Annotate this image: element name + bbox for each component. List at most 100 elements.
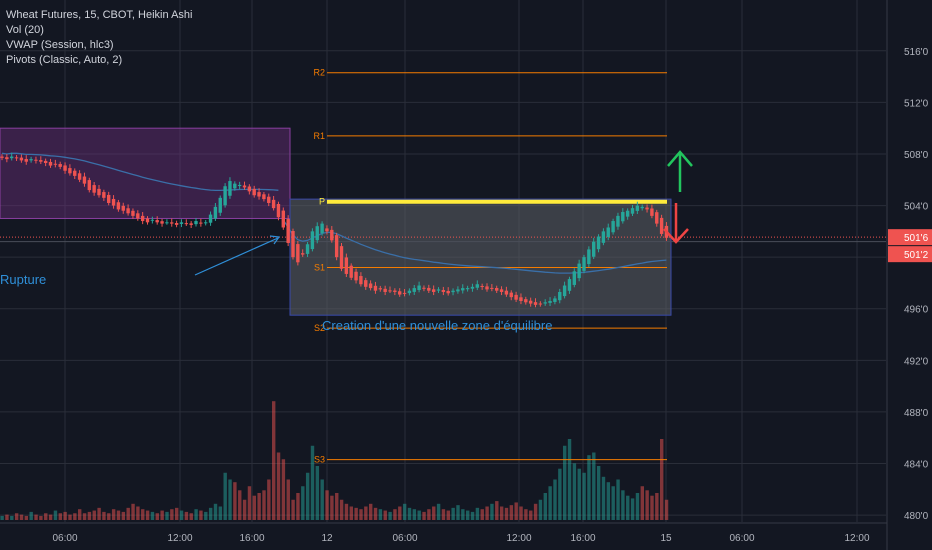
candle-body xyxy=(165,222,169,224)
volume-bar xyxy=(204,511,208,520)
volume-bar xyxy=(587,455,591,520)
candle-body xyxy=(611,221,615,233)
volume-bar xyxy=(354,507,358,520)
volume-bar xyxy=(339,499,344,520)
candle-body xyxy=(82,176,87,184)
candle-body xyxy=(218,197,222,213)
candle-body xyxy=(228,181,232,196)
candle-body xyxy=(393,290,397,292)
volume-bar xyxy=(364,506,368,520)
candle-body xyxy=(465,288,470,290)
candle-body xyxy=(417,285,421,290)
candle-body xyxy=(267,196,271,203)
volume-bar xyxy=(383,510,387,520)
x-tick-label: 06:00 xyxy=(392,533,417,544)
volume-bar xyxy=(524,509,528,520)
candle-body xyxy=(126,208,130,214)
legend-pivots[interactable]: Pivots (Classic, Auto, 2) xyxy=(6,54,123,66)
candle-body xyxy=(572,271,576,285)
volume-bar xyxy=(150,511,155,520)
candle-body xyxy=(174,222,179,225)
y-tick-label: 504'0 xyxy=(904,202,929,213)
candle-body xyxy=(305,244,310,254)
pivot-label-s2: S2 xyxy=(314,323,325,333)
candle-body xyxy=(233,183,237,189)
volume-bar xyxy=(141,509,145,520)
candle-body xyxy=(509,292,513,298)
volume-bar xyxy=(567,439,572,520)
candle-body xyxy=(121,205,125,211)
volume-bar xyxy=(291,499,295,520)
volume-bar xyxy=(509,505,514,520)
candle-body xyxy=(223,186,227,206)
volume-bar xyxy=(533,503,538,520)
legend-volume[interactable]: Vol (20) xyxy=(6,24,44,36)
candle-body xyxy=(470,286,475,289)
candle-body xyxy=(0,156,4,158)
zone-label: Creation d'une nouvelle zone d'équilibre xyxy=(322,318,552,333)
candle-body xyxy=(601,231,606,243)
volume-bar xyxy=(14,513,19,520)
candle-body xyxy=(97,188,101,196)
candle-body xyxy=(456,289,460,292)
candle-body xyxy=(194,221,198,225)
volume-bar xyxy=(24,515,29,520)
candle-body xyxy=(242,185,247,188)
candle-body xyxy=(587,249,591,265)
candle-body xyxy=(140,215,145,222)
candle-body xyxy=(562,285,567,297)
candle-body xyxy=(271,199,276,209)
candle-body xyxy=(368,283,373,289)
candle-body xyxy=(213,206,218,219)
candle-body xyxy=(73,170,77,176)
volume-bar xyxy=(582,472,586,520)
candle-body xyxy=(208,214,213,223)
volume-bar xyxy=(548,486,552,520)
volume-bar xyxy=(286,479,290,520)
price-tag xyxy=(888,246,932,263)
candle-body xyxy=(659,217,664,234)
volume-bar xyxy=(373,507,378,520)
volume-bar xyxy=(480,509,484,520)
candle-body xyxy=(582,257,586,271)
candle-body xyxy=(577,263,581,279)
volume-bar xyxy=(563,445,567,520)
candle-body xyxy=(29,159,33,161)
volume-bar xyxy=(606,482,611,520)
volume-bar xyxy=(475,507,480,520)
legend-title[interactable]: Wheat Futures, 15, CBOT, Heikin Ashi xyxy=(6,9,193,21)
volume-bar xyxy=(558,468,562,520)
volume-bar xyxy=(432,506,436,520)
volume-bar xyxy=(242,499,247,520)
volume-bar xyxy=(325,490,329,520)
y-tick-label: 496'0 xyxy=(904,305,929,316)
volume-bar xyxy=(213,503,218,520)
volume-bar xyxy=(262,490,266,520)
candle-body xyxy=(102,192,106,198)
candle-body xyxy=(621,212,625,222)
candle-body xyxy=(111,198,116,206)
volume-bar xyxy=(543,493,547,520)
candle-body xyxy=(625,210,630,217)
volume-bar xyxy=(315,466,320,520)
rupture-label: Rupture xyxy=(0,272,46,287)
volume-bar xyxy=(412,509,417,520)
volume-bar xyxy=(538,499,543,520)
candle-body xyxy=(441,290,446,292)
volume-bar xyxy=(238,490,242,520)
volume-bar xyxy=(44,513,48,520)
candle-body xyxy=(485,286,489,290)
volume-bar xyxy=(5,514,9,520)
volume-bar xyxy=(145,510,150,520)
candle-body xyxy=(427,287,431,291)
volume-bar xyxy=(39,515,43,520)
volume-bar xyxy=(451,507,455,520)
legend-vwap[interactable]: VWAP (Session, hlc3) xyxy=(6,39,114,51)
candle-body xyxy=(315,226,319,241)
rupture-arrow-head xyxy=(269,235,281,245)
candle-body xyxy=(645,207,649,210)
candle-body xyxy=(567,279,572,291)
volume-bar xyxy=(58,513,62,520)
